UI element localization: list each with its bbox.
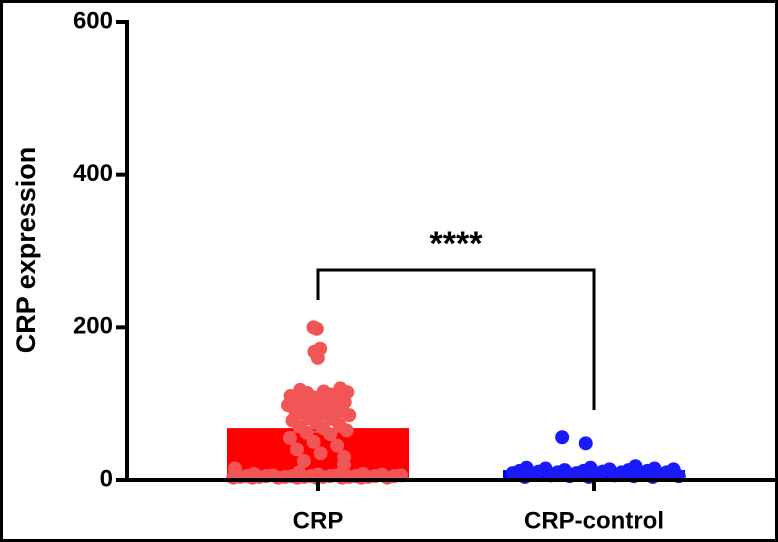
data-point — [330, 438, 345, 453]
data-point — [226, 470, 241, 485]
data-point — [354, 470, 369, 485]
data-point — [289, 442, 304, 457]
data-point — [578, 436, 593, 451]
data-point — [306, 434, 321, 449]
data-point — [335, 470, 350, 485]
y-tick-label: 600 — [73, 7, 113, 34]
y-tick-label: 0 — [100, 465, 113, 492]
data-point — [310, 350, 325, 365]
data-point — [342, 408, 357, 423]
y-tick-label: 200 — [73, 313, 113, 340]
data-point — [313, 446, 328, 461]
significance-bracket — [316, 268, 596, 410]
data-point — [380, 470, 395, 485]
data-point — [309, 321, 324, 336]
data-point — [339, 423, 354, 438]
data-point — [245, 470, 260, 485]
y-axis-label: CRP expression — [11, 147, 41, 354]
data-point — [555, 430, 570, 445]
x-tick-label: CRP — [293, 507, 344, 534]
data-point — [282, 431, 297, 446]
significance-label: **** — [430, 225, 484, 263]
data-point — [296, 453, 311, 468]
data-point — [290, 470, 305, 485]
data-point — [271, 470, 286, 485]
x-tick-label: CRP-control — [524, 507, 664, 534]
data-point — [323, 427, 338, 442]
data-point — [505, 466, 520, 481]
y-tick-label: 400 — [73, 160, 113, 187]
data-point — [336, 457, 351, 472]
